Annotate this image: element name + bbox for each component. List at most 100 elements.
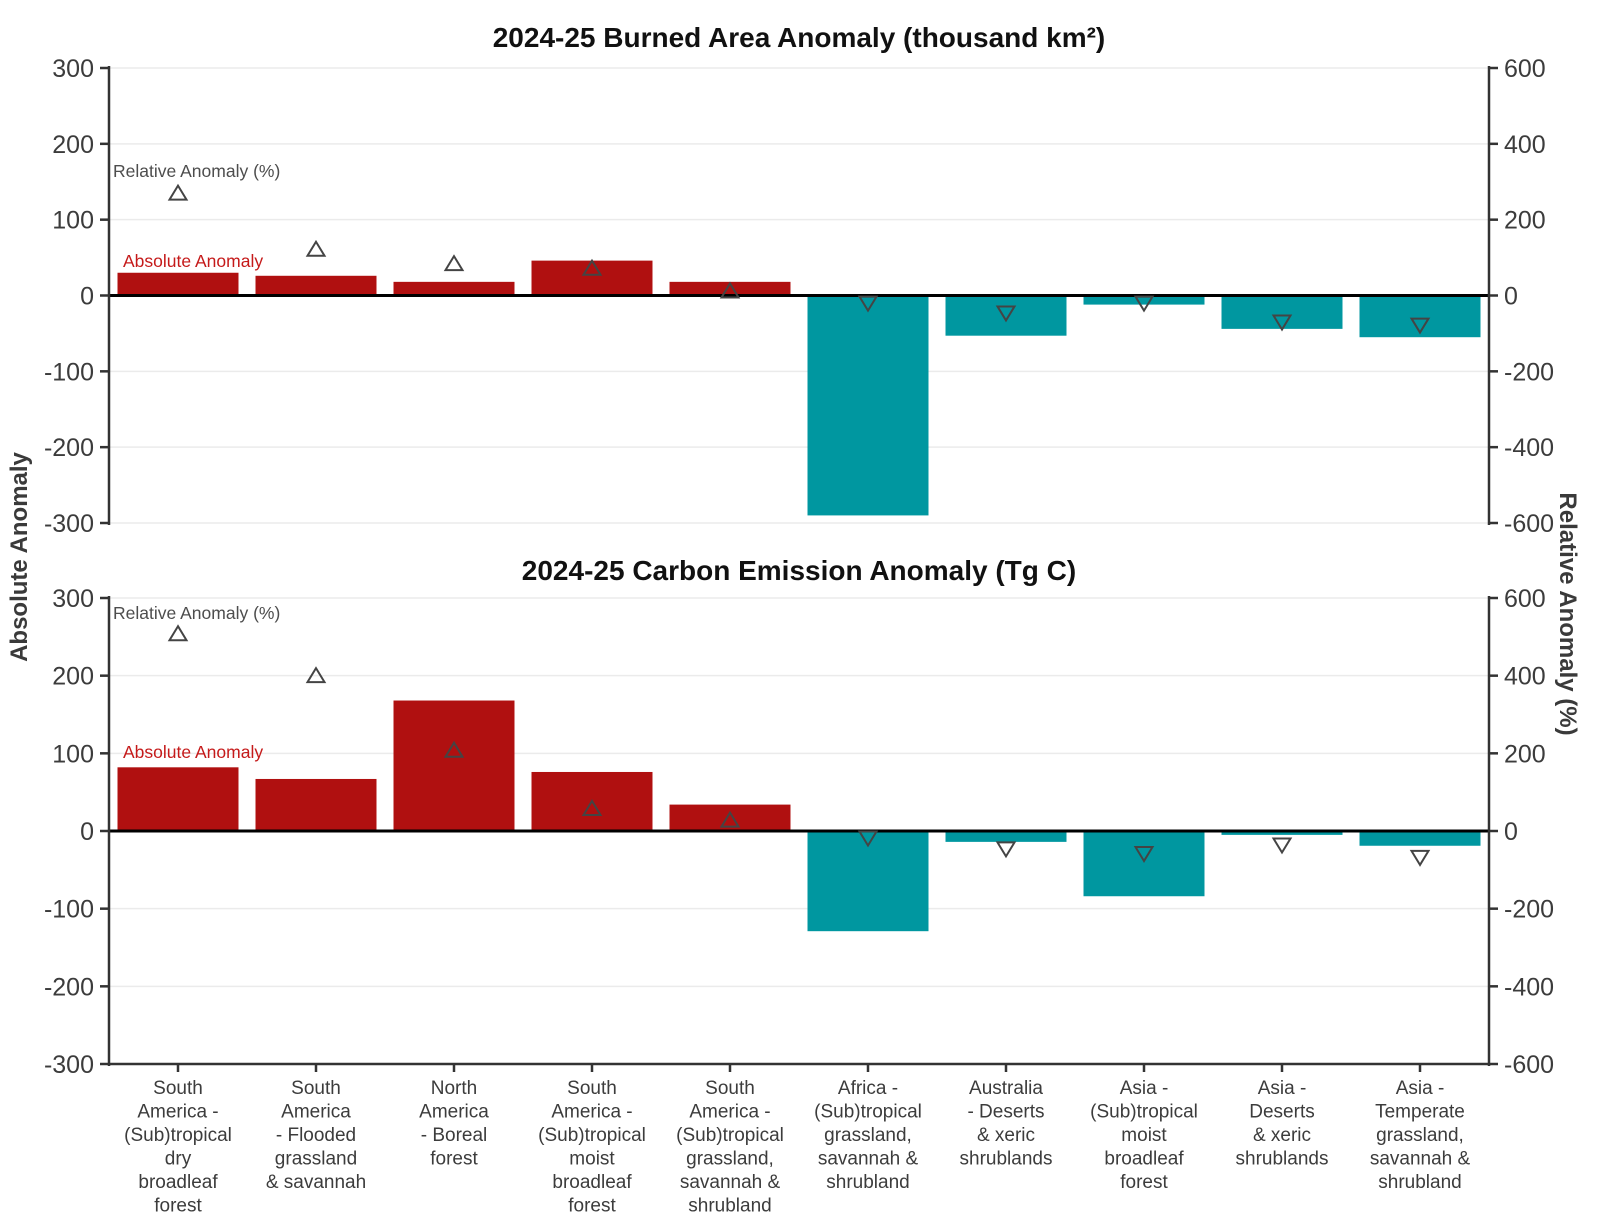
x-category-label-line: Deserts	[1249, 1102, 1314, 1123]
x-category-label-line: Temperate	[1375, 1102, 1465, 1123]
left-y-tick-label: 100	[52, 740, 94, 768]
right-y-tick-label: 600	[1504, 55, 1546, 83]
left-y-tick-label: 300	[52, 55, 94, 83]
x-category-label-line: savannah &	[680, 1172, 781, 1193]
left-y-tick-label: 200	[52, 663, 94, 691]
right-y-tick-label: 400	[1504, 663, 1546, 691]
x-category-label-line: broadleaf	[1104, 1149, 1184, 1170]
x-category-label-line: moist	[569, 1149, 615, 1170]
negative-anomaly-bar	[1221, 295, 1343, 329]
relative-anomaly-down-triangle	[995, 305, 1017, 323]
x-category-label-line: - Boreal	[421, 1125, 488, 1146]
x-category-label-line: South	[705, 1078, 755, 1099]
positive-anomaly-bar	[117, 767, 239, 831]
x-category-label: North America - Boreal forest	[419, 1078, 489, 1170]
right-y-tick-label: -200	[1504, 358, 1554, 386]
x-category-label-line: & savannah	[266, 1172, 366, 1193]
left-y-tick-label: 200	[52, 131, 94, 159]
negative-anomaly-bar	[1083, 295, 1205, 305]
x-category-label: South America -(Sub)tropical grassland, sav…	[676, 1078, 784, 1217]
x-category-label-line: grassland	[275, 1149, 357, 1170]
x-category-label-line: America	[419, 1102, 489, 1123]
left-y-tick-label: -100	[44, 358, 94, 386]
x-category-label-line: forest	[1120, 1172, 1168, 1193]
x-category-label-line: forest	[568, 1196, 616, 1217]
x-category-label-line: South	[567, 1078, 617, 1099]
relative-anomaly-down-triangle	[1133, 295, 1155, 313]
relative-anomaly-down-triangle	[1271, 837, 1293, 855]
x-category-label-line: shrubland	[1378, 1172, 1461, 1193]
relative-anomaly-down-triangle	[857, 295, 879, 313]
legend-relative-anomaly-label: Relative Anomaly (%)	[113, 161, 280, 181]
x-category-label-line: Australia	[969, 1078, 1043, 1099]
left-y-tick-label: 0	[80, 818, 94, 846]
relative-anomaly-up-triangle	[443, 740, 465, 758]
x-category-label: South America - Flooded grassland & savannah	[266, 1078, 366, 1193]
x-category-label-line: (Sub)tropical	[676, 1125, 784, 1146]
x-category-label-line: broadleaf	[552, 1172, 632, 1193]
chart-burned-area: 300 200 100 0 -100 -200 -300 600 400 200 0 -200 -400…	[44, 22, 1554, 538]
left-y-tick-label: 100	[52, 207, 94, 235]
x-category-label-line: - Deserts	[967, 1102, 1044, 1123]
x-category-label-line: South	[291, 1078, 341, 1099]
x-category-label-line: (Sub)tropical	[814, 1102, 922, 1123]
right-y-tick-label: 600	[1504, 585, 1546, 613]
legend-absolute-anomaly-label: Absolute Anomaly	[123, 742, 263, 762]
x-category-label-line: Asia -	[1120, 1078, 1169, 1099]
relative-anomaly-up-triangle	[581, 258, 603, 276]
x-category-label-line: forest	[430, 1149, 478, 1170]
right-axis-title: Relative Anomaly (%)	[1554, 492, 1581, 735]
right-y-tick-label: -400	[1504, 973, 1554, 1001]
x-category-label-line: Asia -	[1258, 1078, 1307, 1099]
legend-absolute-anomaly-label: Absolute Anomaly	[123, 251, 263, 271]
x-category-label-line: & xeric	[1253, 1125, 1311, 1146]
x-category-label-line: (Sub)tropical	[538, 1125, 646, 1146]
x-category-label-line: America	[281, 1102, 351, 1123]
x-category-label: Africa - (Sub)tropical grassland, savannah …	[814, 1078, 922, 1193]
positive-anomaly-bar	[393, 700, 515, 831]
right-y-tick-label: -600	[1504, 1051, 1554, 1079]
negative-anomaly-bar	[1359, 295, 1481, 338]
negative-anomaly-bar	[1221, 831, 1343, 835]
x-category-label: Australia - Deserts & xeric shrublands	[960, 1078, 1053, 1170]
relative-anomaly-down-triangle	[1133, 846, 1155, 863]
relative-anomaly-down-triangle	[995, 841, 1017, 859]
left-y-tick-label: -200	[44, 434, 94, 462]
relative-anomaly-up-triangle	[719, 281, 741, 299]
x-category-label-line: North	[431, 1078, 477, 1099]
negative-anomaly-bar	[807, 831, 929, 932]
legend-relative-anomaly-label: Relative Anomaly (%)	[113, 603, 280, 623]
right-y-tick-label: 0	[1504, 283, 1518, 311]
left-y-tick-label: -300	[44, 1051, 94, 1079]
relative-anomaly-up-triangle	[719, 810, 741, 828]
x-category-label-line: savannah &	[818, 1149, 919, 1170]
x-category-label-line: & xeric	[977, 1125, 1035, 1146]
left-y-tick-label: 300	[52, 585, 94, 613]
x-category-label: South America -(Sub)tropical moist broadlea…	[538, 1078, 646, 1217]
x-category-label-line: Asia -	[1396, 1078, 1445, 1099]
x-category-label-line: shrubland	[826, 1172, 909, 1193]
right-y-tick-label: 200	[1504, 740, 1546, 768]
right-y-tick-label: -600	[1504, 510, 1554, 538]
negative-anomaly-bar	[945, 295, 1067, 336]
x-category-label-line: shrublands	[960, 1149, 1053, 1170]
x-category-label-line: America -	[137, 1102, 218, 1123]
left-y-tick-label: -200	[44, 973, 94, 1001]
x-category-label-line: forest	[154, 1196, 202, 1217]
chart-carbon-emission: 300 200 100 0 -100 -200 -300 600 400 200 0 -200 -400…	[44, 555, 1554, 1079]
right-y-tick-label: 200	[1504, 207, 1546, 235]
x-category-label: Asia - (Sub)tropical moist broadleaf forest	[1090, 1078, 1198, 1193]
positive-anomaly-bar	[117, 272, 239, 296]
x-category-label-line: (Sub)tropical	[124, 1125, 232, 1146]
negative-anomaly-bar	[1359, 831, 1481, 846]
x-category-label: South America -(Sub)tropical dry broadleaf f…	[124, 1078, 232, 1217]
x-category-label-line: (Sub)tropical	[1090, 1102, 1198, 1123]
x-category-label-line: grassland,	[1376, 1125, 1464, 1146]
relative-anomaly-up-triangle	[443, 254, 465, 272]
x-category-label-line: broadleaf	[138, 1172, 218, 1193]
positive-anomaly-bar	[393, 281, 515, 296]
relative-anomaly-up-triangle	[581, 799, 603, 816]
x-category-label-line: shrublands	[1236, 1149, 1329, 1170]
positive-anomaly-bar	[255, 275, 377, 296]
right-y-tick-label: 400	[1504, 131, 1546, 159]
